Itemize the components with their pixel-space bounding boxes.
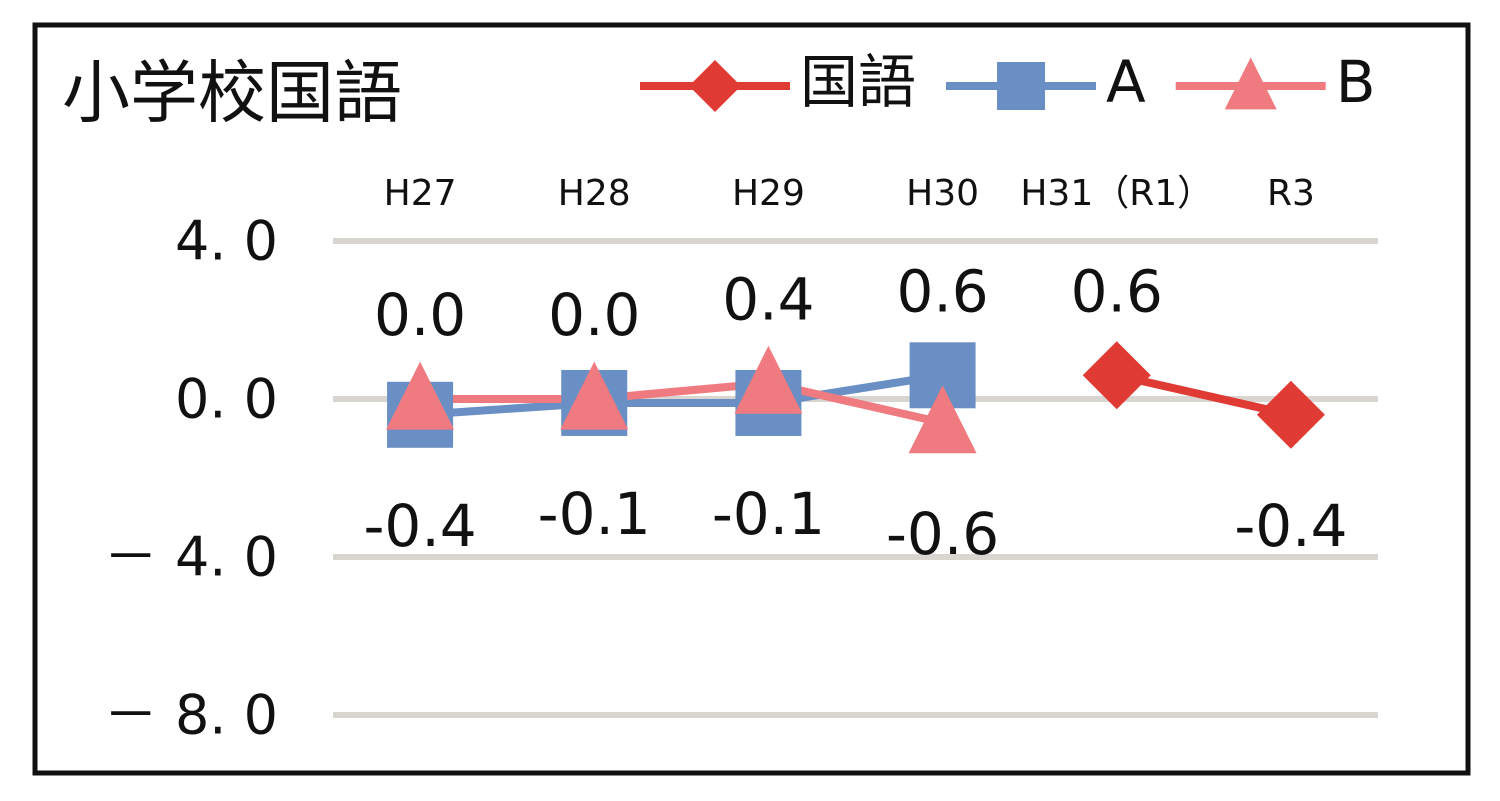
series-line	[1115, 371, 1292, 419]
x-tick-label: H28	[558, 173, 631, 214]
marker-diamond	[1256, 380, 1325, 449]
data-label: -0.6	[886, 500, 999, 568]
data-label: -0.1	[538, 480, 651, 548]
series-line	[420, 379, 944, 427]
marker-triangle	[734, 345, 803, 414]
marker-square	[997, 62, 1046, 110]
marker-triangle	[560, 361, 629, 430]
marker-triangle	[908, 385, 977, 454]
chart-title: 小学校国語	[62, 55, 402, 134]
legend-label: 国語	[800, 48, 916, 116]
marker-diamond	[1082, 341, 1151, 410]
data-label: 0.4	[722, 265, 814, 333]
data-label: 0.0	[548, 281, 640, 349]
x-tick-label: R3	[1267, 173, 1315, 214]
y-tick-label: － 4. 0	[104, 526, 278, 589]
x-tick-label: H30	[906, 173, 979, 214]
marker-diamond	[689, 60, 741, 112]
y-tick-label: － 8. 0	[104, 684, 278, 747]
marker-triangle	[386, 361, 455, 430]
x-tick-label: H29	[732, 173, 805, 214]
y-tick-label: 0. 0	[175, 368, 278, 431]
series-line	[419, 371, 944, 419]
legend-label: A	[1106, 48, 1146, 116]
data-label: 0.6	[896, 257, 988, 325]
x-tick-label: H31（R1）	[1020, 173, 1213, 214]
x-tick-label: H27	[384, 173, 457, 214]
data-label: 0.0	[374, 281, 466, 349]
y-tick-label: 4. 0	[175, 210, 278, 273]
marker-triangle	[1224, 57, 1277, 110]
data-label: 0.6	[1071, 257, 1163, 325]
data-label: -0.4	[1234, 492, 1347, 560]
data-label: -0.4	[363, 492, 476, 560]
legend-label: B	[1336, 48, 1376, 116]
data-label: -0.1	[712, 480, 825, 548]
